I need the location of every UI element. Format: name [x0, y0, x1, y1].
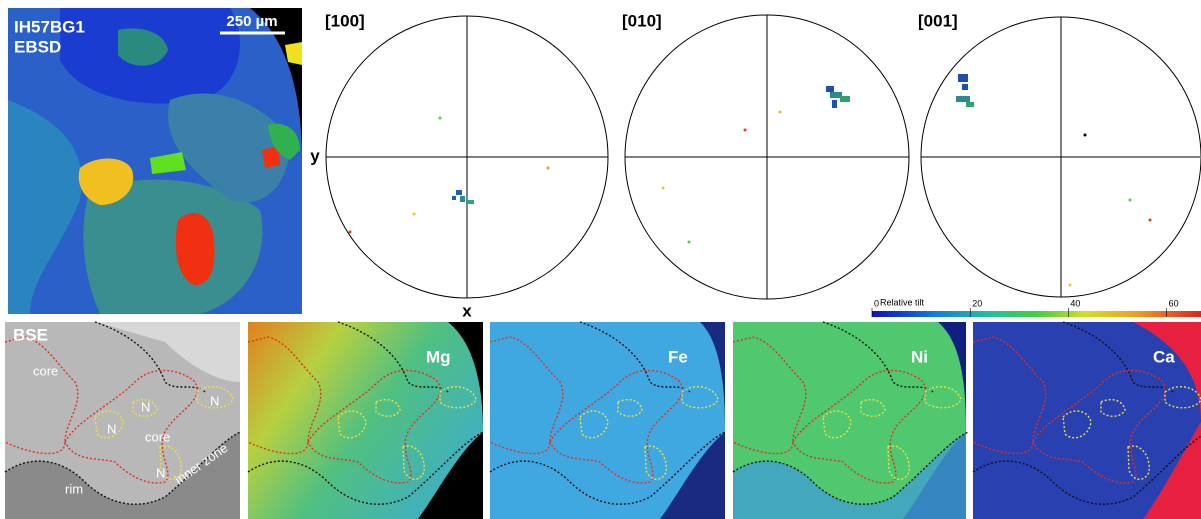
annotation: rim [65, 481, 83, 496]
pole-dot [439, 117, 442, 120]
figure: IH57BG1 EBSD 250 µm [100] y x [010] [001… [0, 0, 1201, 519]
element-label: Ca [1153, 347, 1175, 366]
element-map: Ca [973, 322, 1201, 519]
pole-dot [688, 241, 691, 244]
pole-figure: [001] [918, 11, 1201, 297]
colorbar-tick-label: 20 [972, 298, 982, 308]
pole-dot [1084, 134, 1087, 137]
pole-dot [744, 129, 747, 132]
element-map: Ni [733, 322, 968, 519]
pole-dot [1069, 284, 1072, 287]
pole-figure-label: [100] [325, 11, 365, 30]
pole-dot [547, 167, 550, 170]
colorbar-tick-label: 40 [1070, 298, 1080, 308]
annotation: N [107, 421, 116, 436]
colorbar-tick-label: 60 [1169, 298, 1179, 308]
ebsd-map: IH57BG1 EBSD 250 µm [8, 8, 302, 314]
axis-label: y [310, 146, 320, 165]
pole-dot [662, 187, 665, 190]
element-map: Mg [248, 322, 483, 519]
element-label: Ni [911, 347, 928, 366]
pole-figure-label: [010] [622, 11, 662, 30]
pole-dot [779, 111, 782, 114]
axis-label: x [462, 301, 472, 320]
pole-dot [349, 231, 352, 234]
sample-label: IH57BG1 [14, 17, 85, 36]
annotation: N [156, 465, 165, 480]
colorbar-tick-label: 0 [874, 298, 879, 308]
annotation: core [33, 363, 58, 378]
colorbar-label: Relative tilt [880, 297, 925, 307]
panel-label: BSE [13, 325, 48, 344]
annotation: core [145, 429, 170, 444]
method-label: EBSD [14, 37, 61, 56]
element-label: Mg [426, 347, 451, 366]
pole-dot [1149, 219, 1152, 222]
element-label: Fe [668, 347, 688, 366]
pole-figure-label: [001] [918, 11, 958, 30]
bse-panel: BSE core N N N core N rim inner zone [5, 322, 240, 519]
pole-dot [1129, 199, 1132, 202]
scale-bar-label: 250 µm [226, 13, 277, 30]
pole-figure: [010] [622, 11, 909, 299]
pole-figure: [100] y x [310, 11, 608, 320]
annotation: N [210, 393, 219, 408]
colorbar: Relative tilt 0 20 40 60 [872, 297, 1201, 317]
colorbar-gradient [872, 311, 1201, 317]
pole-dot [413, 213, 416, 216]
element-map: Fe [490, 322, 725, 519]
annotation: N [141, 399, 150, 414]
